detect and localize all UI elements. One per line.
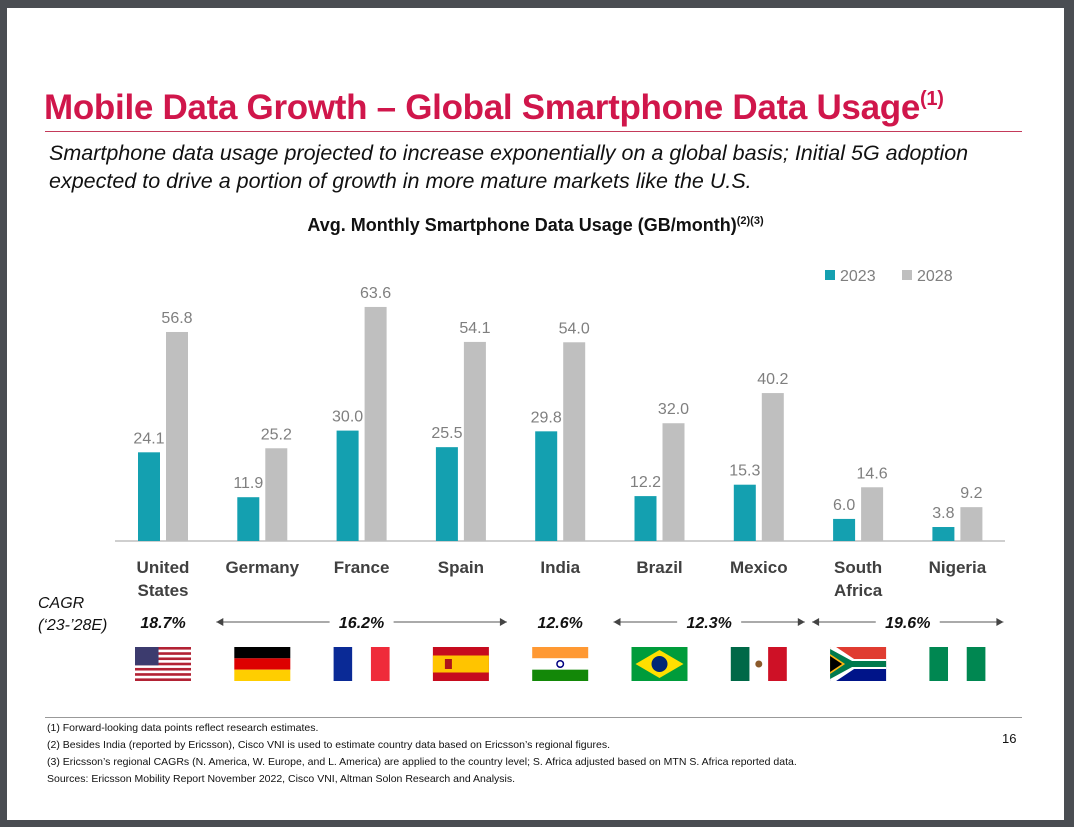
arrow-right-icon bbox=[499, 618, 507, 626]
mexico-flag-icon bbox=[730, 647, 787, 681]
france-flag-icon bbox=[333, 647, 390, 681]
bar-2023 bbox=[833, 518, 856, 541]
us-flag-icon bbox=[135, 647, 191, 681]
data-label: 3.8 bbox=[932, 505, 954, 522]
category-label: Mexico bbox=[730, 558, 788, 577]
data-label: 11.9 bbox=[233, 475, 263, 492]
spain-flag-icon bbox=[432, 647, 489, 681]
bar-2028 bbox=[761, 393, 784, 541]
bar-2028 bbox=[861, 487, 884, 541]
nigeria-flag-icon bbox=[929, 647, 986, 681]
chart-title: Avg. Monthly Smartphone Data Usage (GB/m… bbox=[307, 215, 764, 235]
bar-2028 bbox=[364, 306, 387, 541]
legend-swatch-2023 bbox=[825, 270, 835, 280]
category-label: Germany bbox=[225, 558, 299, 577]
data-label: 14.6 bbox=[857, 465, 888, 482]
cagr-value: 18.7% bbox=[140, 615, 185, 632]
cagr-label: (‘23-’28E) bbox=[38, 617, 107, 634]
bar-2023 bbox=[138, 452, 160, 541]
bar-chart: 24.1 56.8 United States 11.9 25.2 Germany 30.0 6… bbox=[38, 268, 1005, 681]
legend-label: 2023 bbox=[840, 268, 876, 285]
footnote-3: (3) Ericsson’s regional CAGRs (N. Americ… bbox=[47, 756, 797, 768]
cagr-value: 16.2% bbox=[339, 615, 384, 632]
category-label: Brazil bbox=[636, 558, 682, 577]
arrow-left-icon bbox=[216, 618, 224, 626]
data-label: 32.0 bbox=[658, 401, 689, 418]
bar-2028 bbox=[166, 331, 188, 541]
category-label: Africa bbox=[834, 581, 883, 600]
title-divider bbox=[45, 131, 1022, 132]
data-label: 29.8 bbox=[531, 409, 562, 426]
cagr-value: 12.6% bbox=[538, 615, 583, 632]
bar-2028 bbox=[960, 507, 983, 541]
india-flag-icon bbox=[532, 647, 589, 681]
category-label: United bbox=[137, 558, 190, 577]
slide-title: Mobile Data Growth – Global Smartphone D… bbox=[44, 88, 944, 127]
category-label: States bbox=[137, 581, 188, 600]
category-label: India bbox=[540, 558, 580, 577]
slide-subtitle: Smartphone data usage projected to incre… bbox=[49, 141, 969, 193]
category-label: France bbox=[334, 558, 390, 577]
arrow-left-icon bbox=[613, 618, 621, 626]
bar-2023 bbox=[435, 447, 458, 541]
data-label: 54.1 bbox=[459, 320, 490, 337]
bar-2028 bbox=[463, 341, 486, 541]
arrow-right-icon bbox=[996, 618, 1004, 626]
bar-2028 bbox=[662, 423, 685, 541]
data-label: 6.0 bbox=[833, 497, 855, 514]
category-label: Spain bbox=[438, 558, 484, 577]
category-label: South bbox=[834, 558, 882, 577]
data-label: 56.8 bbox=[161, 310, 192, 327]
legend-swatch-2028 bbox=[902, 270, 912, 280]
bar-2023 bbox=[733, 484, 756, 541]
sources-note: Sources: Ericsson Mobility Report Novemb… bbox=[47, 773, 516, 785]
data-label: 54.0 bbox=[559, 320, 590, 337]
category-label: Nigeria bbox=[929, 558, 987, 577]
data-label: 30.0 bbox=[332, 409, 363, 426]
data-label: 24.1 bbox=[133, 430, 164, 447]
arrow-right-icon bbox=[797, 618, 805, 626]
cagr-value: 12.3% bbox=[686, 615, 731, 632]
data-label: 25.2 bbox=[261, 426, 292, 443]
brazil-flag-icon bbox=[631, 647, 688, 681]
page-number: 16 bbox=[1002, 731, 1017, 746]
south-africa-flag-icon bbox=[830, 647, 887, 681]
bar-2023 bbox=[932, 527, 955, 541]
data-label: 12.2 bbox=[630, 474, 661, 491]
bar-2023 bbox=[535, 431, 558, 541]
footnote-divider bbox=[45, 717, 1022, 718]
cagr-value: 19.6% bbox=[885, 615, 930, 632]
cagr-label: CAGR bbox=[38, 595, 85, 612]
data-label: 9.2 bbox=[960, 485, 982, 502]
bar-2023 bbox=[336, 430, 359, 541]
arrow-left-icon bbox=[812, 618, 820, 626]
germany-flag-icon bbox=[234, 647, 291, 681]
slide: Mobile Data Growth – Global Smartphone D… bbox=[7, 8, 1064, 820]
footnote-2: (2) Besides India (reported by Ericsson)… bbox=[47, 739, 610, 751]
data-label: 15.3 bbox=[729, 463, 760, 480]
data-label: 63.6 bbox=[360, 285, 391, 302]
footnote-1: (1) Forward-looking data points reflect … bbox=[47, 722, 319, 734]
bar-2028 bbox=[265, 448, 288, 541]
bar-2023 bbox=[634, 496, 657, 541]
data-label: 40.2 bbox=[757, 371, 788, 388]
legend-label: 2028 bbox=[917, 268, 953, 285]
data-label: 25.5 bbox=[431, 425, 462, 442]
bar-2023 bbox=[237, 497, 260, 541]
bar-2028 bbox=[563, 342, 586, 541]
